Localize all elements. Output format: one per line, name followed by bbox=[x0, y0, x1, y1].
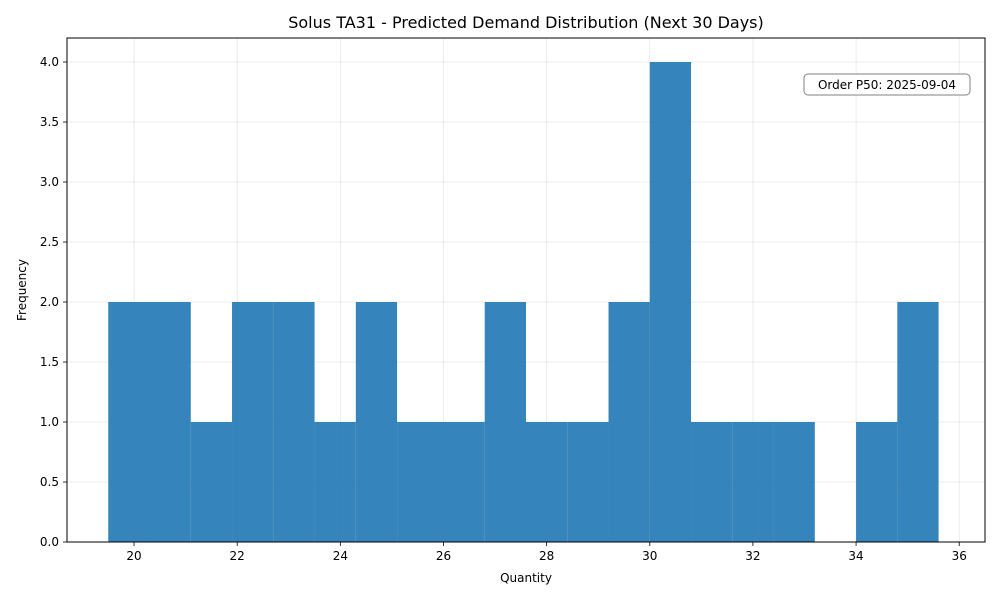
annotation-text: Order P50: 2025-09-04 bbox=[818, 78, 956, 92]
annotation-box: Order P50: 2025-09-04 bbox=[803, 73, 971, 96]
y-tick-label-4: 2.0 bbox=[40, 295, 59, 309]
y-axis-label: Frequency bbox=[15, 259, 29, 321]
histogram-bar-10 bbox=[526, 422, 568, 542]
y-tick-label-0: 0.0 bbox=[40, 535, 59, 549]
histogram-bar-7 bbox=[397, 422, 444, 542]
y-tick-label-7: 3.5 bbox=[40, 115, 59, 129]
y-tick-label-1: 0.5 bbox=[40, 475, 59, 489]
x-tick-label-5: 30 bbox=[642, 549, 657, 563]
x-tick-label-6: 32 bbox=[745, 549, 760, 563]
annotation-frame bbox=[803, 73, 971, 96]
histogram-bar-12 bbox=[608, 302, 650, 542]
y-axis-ticks: 0.0 0.5 1.0 1.5 2.0 2.5 3.0 3.5 4.0 bbox=[40, 55, 67, 549]
histogram-bar-5 bbox=[314, 422, 356, 542]
histogram-bar-13 bbox=[649, 62, 692, 542]
x-tick-label-4: 28 bbox=[539, 549, 554, 563]
y-tick-label-3: 1.5 bbox=[40, 355, 59, 369]
x-tick-label-0: 20 bbox=[126, 549, 141, 563]
y-tick-label-6: 3.0 bbox=[40, 175, 59, 189]
chart-title: Solus TA31 - Predicted Demand Distributi… bbox=[288, 13, 764, 32]
histogram-bar-15 bbox=[732, 422, 774, 542]
y-tick-label-5: 2.5 bbox=[40, 235, 59, 249]
histogram-bar-4 bbox=[273, 302, 315, 542]
histogram-bar-2 bbox=[190, 422, 233, 542]
x-tick-label-1: 22 bbox=[230, 549, 245, 563]
plot-area-frame bbox=[66, 37, 986, 543]
x-axis-ticks: 20 22 24 26 28 30 32 34 36 bbox=[126, 542, 967, 563]
x-tick-label-7: 34 bbox=[848, 549, 863, 563]
histogram-bar-8 bbox=[443, 422, 485, 542]
histogram-bar-11 bbox=[567, 422, 609, 542]
histogram-bar-18 bbox=[856, 422, 898, 542]
x-tick-label-8: 36 bbox=[952, 549, 967, 563]
y-tick-label-2: 1.0 bbox=[40, 415, 59, 429]
histogram-bar-0 bbox=[108, 302, 150, 542]
x-tick-label-2: 24 bbox=[333, 549, 348, 563]
histogram-bar-1 bbox=[149, 302, 191, 542]
histogram-bar-19 bbox=[897, 302, 939, 542]
histogram-bar-14 bbox=[691, 422, 733, 542]
bars-layer bbox=[108, 62, 939, 542]
y-tick-label-8: 4.0 bbox=[40, 55, 59, 69]
x-tick-label-3: 26 bbox=[436, 549, 451, 563]
histogram-bar-9 bbox=[484, 302, 526, 542]
histogram-bar-6 bbox=[355, 302, 398, 542]
x-axis-label: Quantity bbox=[500, 571, 552, 585]
histogram-bar-3 bbox=[232, 302, 274, 542]
histogram-bar-16 bbox=[773, 422, 815, 542]
